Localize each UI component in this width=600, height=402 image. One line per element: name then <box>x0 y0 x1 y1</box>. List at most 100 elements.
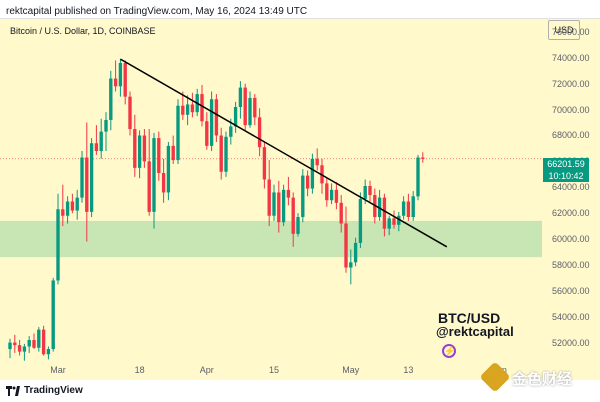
current-price-tag: 66201.59 <box>543 158 589 170</box>
candle-body <box>27 339 31 347</box>
price-axis-label: 76000.00 <box>552 26 590 37</box>
candle-body <box>181 105 185 115</box>
candle-body <box>401 201 406 216</box>
candle-body <box>61 209 65 216</box>
candle-body <box>75 197 79 211</box>
candle-body <box>291 197 295 234</box>
candle-body <box>80 157 84 198</box>
candle-body <box>363 185 367 199</box>
candle-body <box>397 215 401 225</box>
price-axis-label: 72000.00 <box>552 78 590 89</box>
candle-body <box>94 143 99 152</box>
candle-body <box>166 145 171 193</box>
time-axis-label: 18 <box>134 365 145 375</box>
trendline <box>120 58 448 248</box>
candle-body <box>190 104 195 113</box>
price-axis-label: 54000.00 <box>552 311 590 322</box>
support-zone <box>0 220 542 258</box>
candle-body <box>344 223 348 268</box>
candle-body <box>17 345 22 352</box>
time-axis-label: May <box>342 365 360 375</box>
candle-body <box>368 185 372 196</box>
candle-body <box>176 105 180 161</box>
candle-body <box>142 135 147 162</box>
candle-body <box>46 349 51 355</box>
price-axis-label: 62000.00 <box>552 208 590 219</box>
watermark-handle: @rektcapital <box>436 324 514 339</box>
bolt-icon: ⚡ <box>442 344 456 358</box>
candle-body <box>22 346 27 352</box>
candle-body <box>248 97 252 126</box>
candle-body <box>229 126 233 137</box>
candle-body <box>89 143 94 212</box>
candle-body <box>109 78 113 120</box>
candle-body <box>214 99 219 136</box>
time-axis-label: 13 <box>403 365 414 375</box>
candle-body <box>387 218 391 229</box>
candle-body <box>41 329 46 355</box>
candle-body <box>421 157 425 159</box>
tradingview-logo-icon <box>6 386 20 396</box>
price-axis-label: 74000.00 <box>552 52 590 63</box>
candle-body <box>339 202 343 224</box>
watermark-title: BTC/USD <box>438 310 501 326</box>
candle-body <box>104 119 108 132</box>
candle-body <box>161 173 166 193</box>
chart-area[interactable] <box>0 18 600 381</box>
candle-body <box>267 179 271 216</box>
candle-body <box>253 97 257 118</box>
candle-body <box>99 131 103 152</box>
time-axis-label: Mar <box>50 365 66 375</box>
candle-body <box>185 104 190 115</box>
candle-body <box>305 175 310 189</box>
candle-body <box>286 189 291 198</box>
tradingview-brand[interactable]: TradingView <box>24 385 83 396</box>
candle-body <box>157 138 161 174</box>
candle-body <box>334 189 339 203</box>
candle-body <box>133 129 137 168</box>
candle-body <box>137 135 142 168</box>
candle-body <box>152 138 156 212</box>
candle-body <box>310 158 315 189</box>
candle-body <box>171 145 175 161</box>
candle-body <box>296 217 300 234</box>
candle-body <box>243 87 247 126</box>
candle-body <box>325 183 329 201</box>
candle-body <box>219 135 223 172</box>
candle-body <box>392 218 396 225</box>
candle-body <box>416 157 420 197</box>
currency-selector[interactable]: USD <box>548 20 580 40</box>
candle-body <box>277 192 281 223</box>
partner-logo-text: 金色财经 <box>512 371 573 388</box>
candle-body <box>37 329 41 348</box>
candle-body <box>8 342 12 350</box>
candle-body <box>70 201 75 211</box>
candle-body <box>349 262 353 268</box>
price-axis-label: 60000.00 <box>552 234 590 245</box>
candle-body <box>13 342 17 346</box>
candle-body <box>257 117 262 148</box>
candle-body <box>281 189 286 223</box>
candle-body <box>205 121 209 146</box>
candle-body <box>85 157 89 212</box>
candle-body <box>406 201 411 218</box>
candle-body <box>411 196 415 218</box>
candle-body <box>233 107 238 127</box>
candle-body <box>113 78 118 87</box>
candle-body <box>315 158 319 166</box>
candle-body <box>209 99 214 146</box>
candle-body <box>272 192 276 216</box>
symbol-label: Bitcoin / U.S. Dollar, 1D, COINBASE <box>10 26 156 36</box>
candle-body <box>32 339 36 348</box>
candle-body <box>238 87 243 108</box>
candle-body <box>358 198 363 243</box>
candle-body <box>382 197 387 229</box>
candle-body <box>147 161 151 212</box>
time-axis-label: Apr <box>199 365 214 375</box>
candle-body <box>128 96 132 130</box>
candle-body <box>262 147 267 180</box>
price-axis-label: 52000.00 <box>552 337 590 348</box>
candle-body <box>118 63 123 87</box>
candle-body <box>329 189 334 201</box>
